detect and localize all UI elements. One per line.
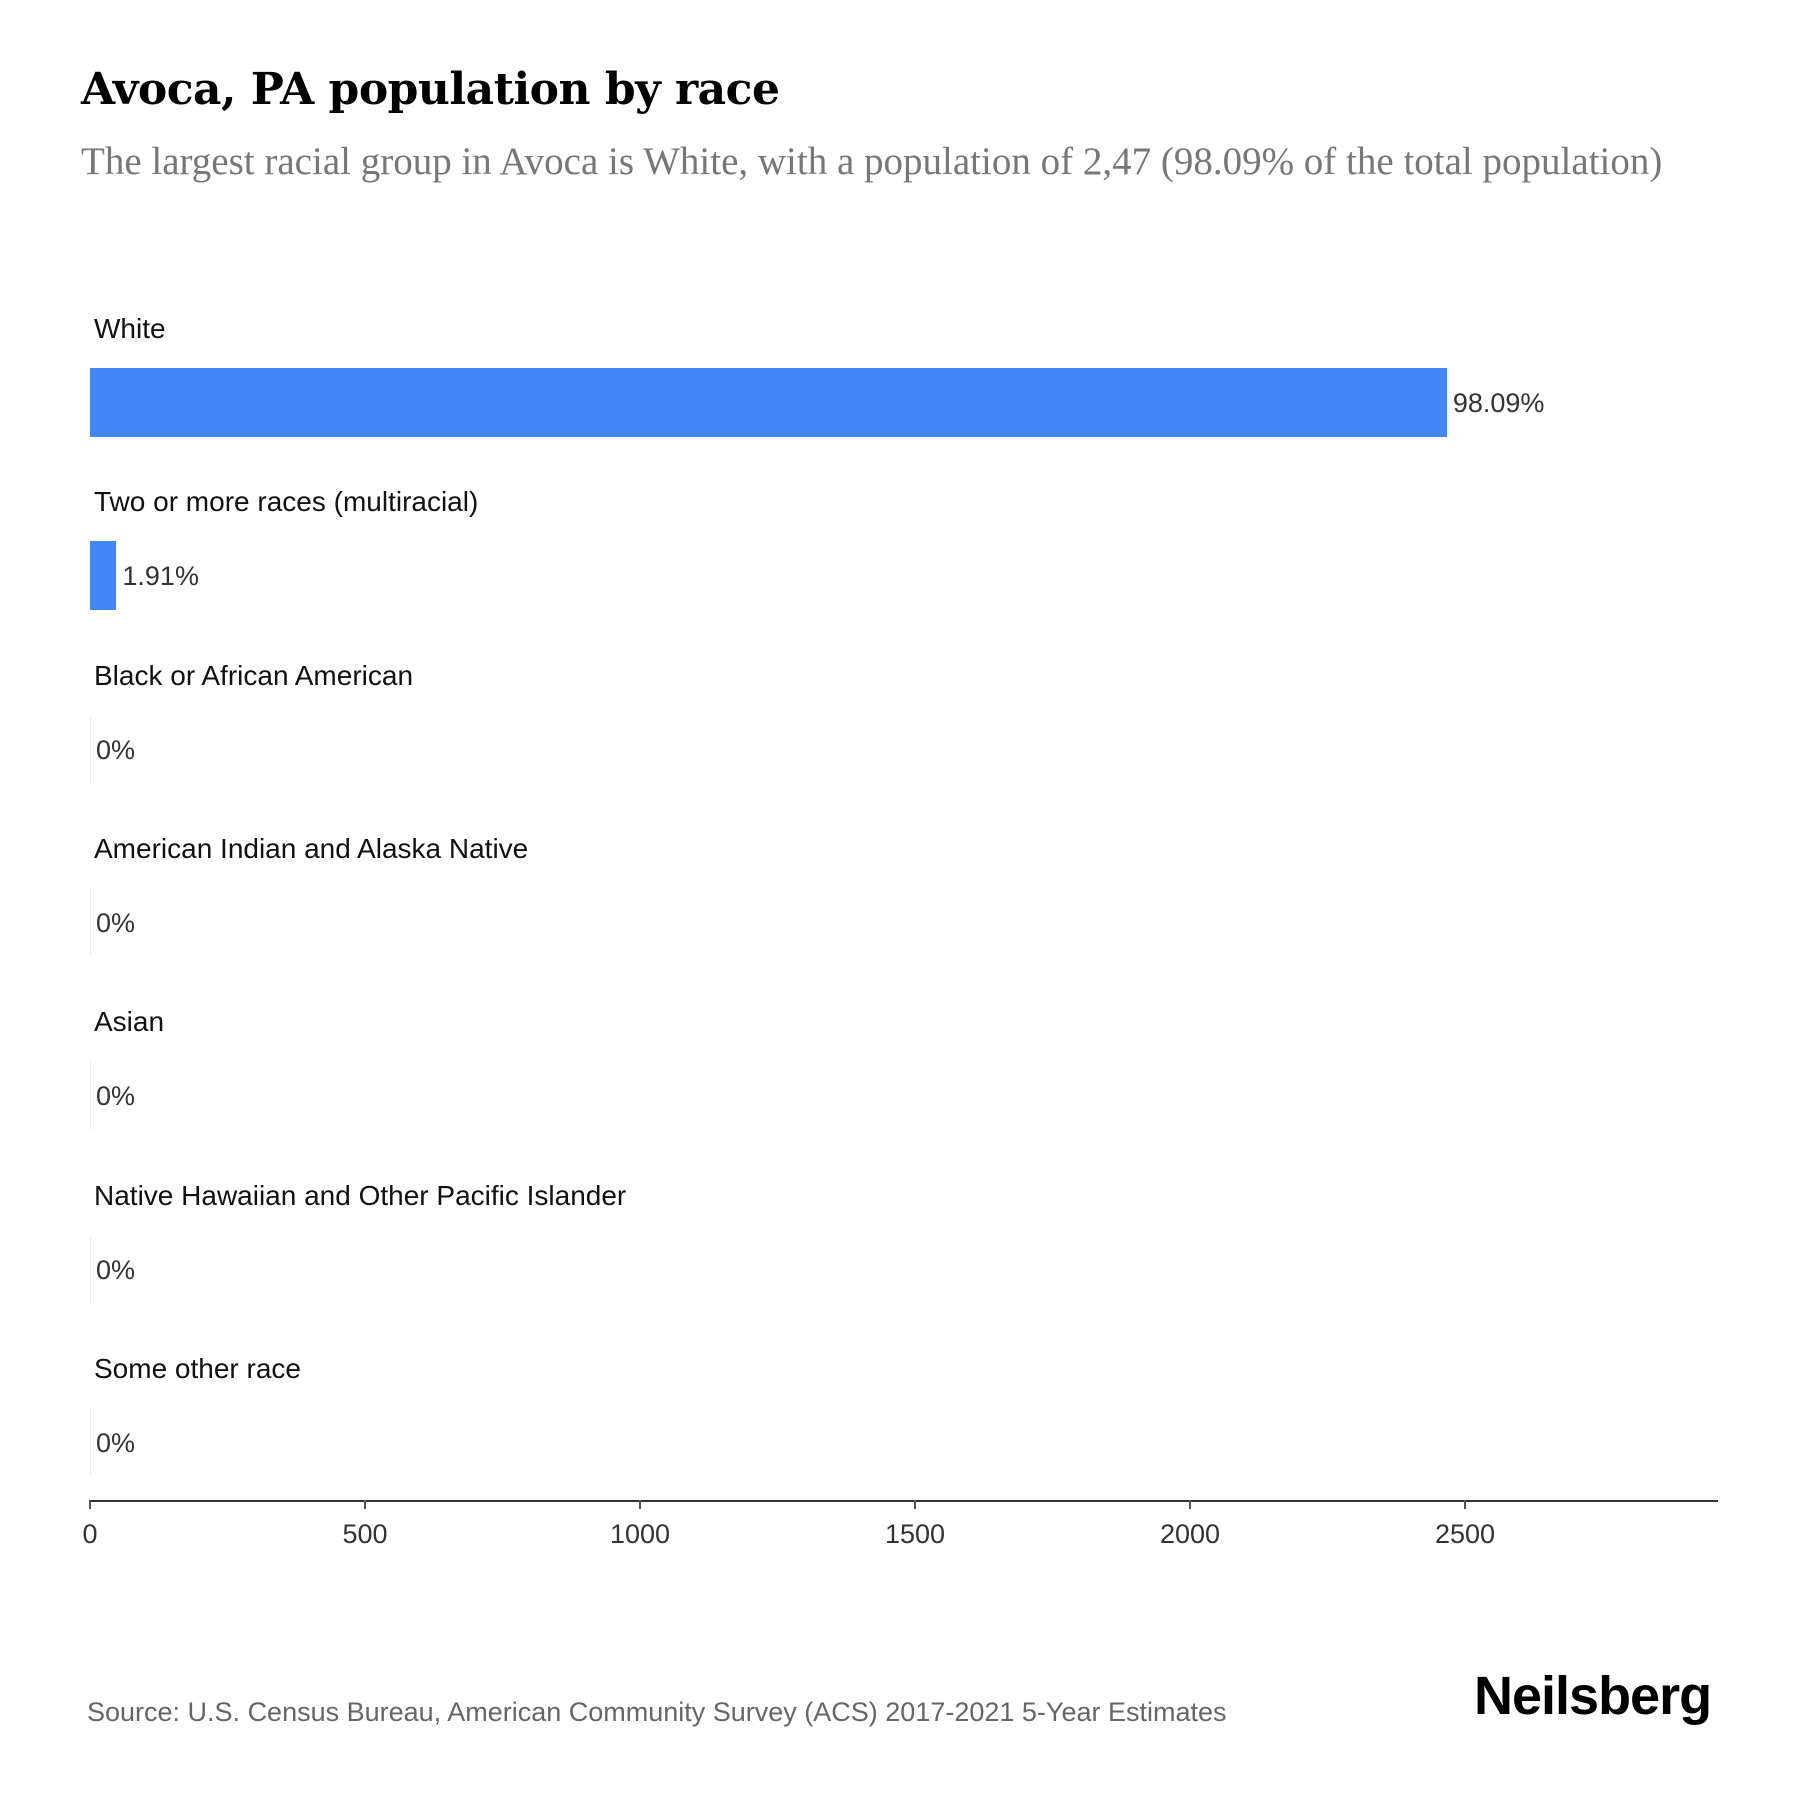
value-label: 0%	[96, 735, 136, 765]
x-tick-label: 2000	[1159, 1519, 1221, 1549]
value-label: 98.09%	[1452, 388, 1545, 418]
bar	[90, 368, 1447, 437]
value-label: 0%	[96, 1428, 136, 1458]
value-label: 1.91%	[122, 561, 199, 591]
x-tick	[1464, 1500, 1466, 1509]
x-tick	[914, 1500, 916, 1509]
category-label: American Indian and Alaska Native	[94, 833, 529, 864]
category-label: Native Hawaiian and Other Pacific Island…	[94, 1180, 627, 1211]
category-label: Some other race	[94, 1353, 301, 1384]
bar	[90, 888, 91, 957]
bar	[90, 1408, 91, 1477]
bar	[90, 715, 91, 784]
x-tick	[89, 1500, 91, 1509]
chart-title: Avoca, PA population by race	[81, 64, 780, 115]
neilsberg-logo: Neilsberg	[1474, 1666, 1712, 1726]
x-tick-label: 500	[342, 1519, 388, 1549]
x-tick	[639, 1500, 641, 1509]
value-label: 0%	[96, 1255, 136, 1285]
value-label: 0%	[96, 1081, 136, 1111]
x-tick-label: 1500	[884, 1519, 946, 1549]
category-label: White	[94, 313, 166, 344]
category-label: Black or African American	[94, 660, 414, 691]
x-tick	[364, 1500, 366, 1509]
bar	[90, 541, 117, 610]
value-label: 0%	[96, 908, 136, 938]
source-note: Source: U.S. Census Bureau, American Com…	[87, 1697, 1227, 1727]
category-label: Two or more races (multiracial)	[94, 486, 479, 517]
x-tick-label: 2500	[1434, 1519, 1496, 1549]
x-tick	[1189, 1500, 1191, 1509]
chart-subtitle: The largest racial group in Avoca is Whi…	[81, 140, 1663, 183]
x-tick-label: 0	[82, 1519, 98, 1549]
x-axis-line	[90, 1500, 1718, 1502]
category-label: Asian	[94, 1006, 165, 1037]
bar	[90, 1061, 91, 1130]
bar	[90, 1235, 91, 1304]
x-tick-label: 1000	[609, 1519, 671, 1549]
